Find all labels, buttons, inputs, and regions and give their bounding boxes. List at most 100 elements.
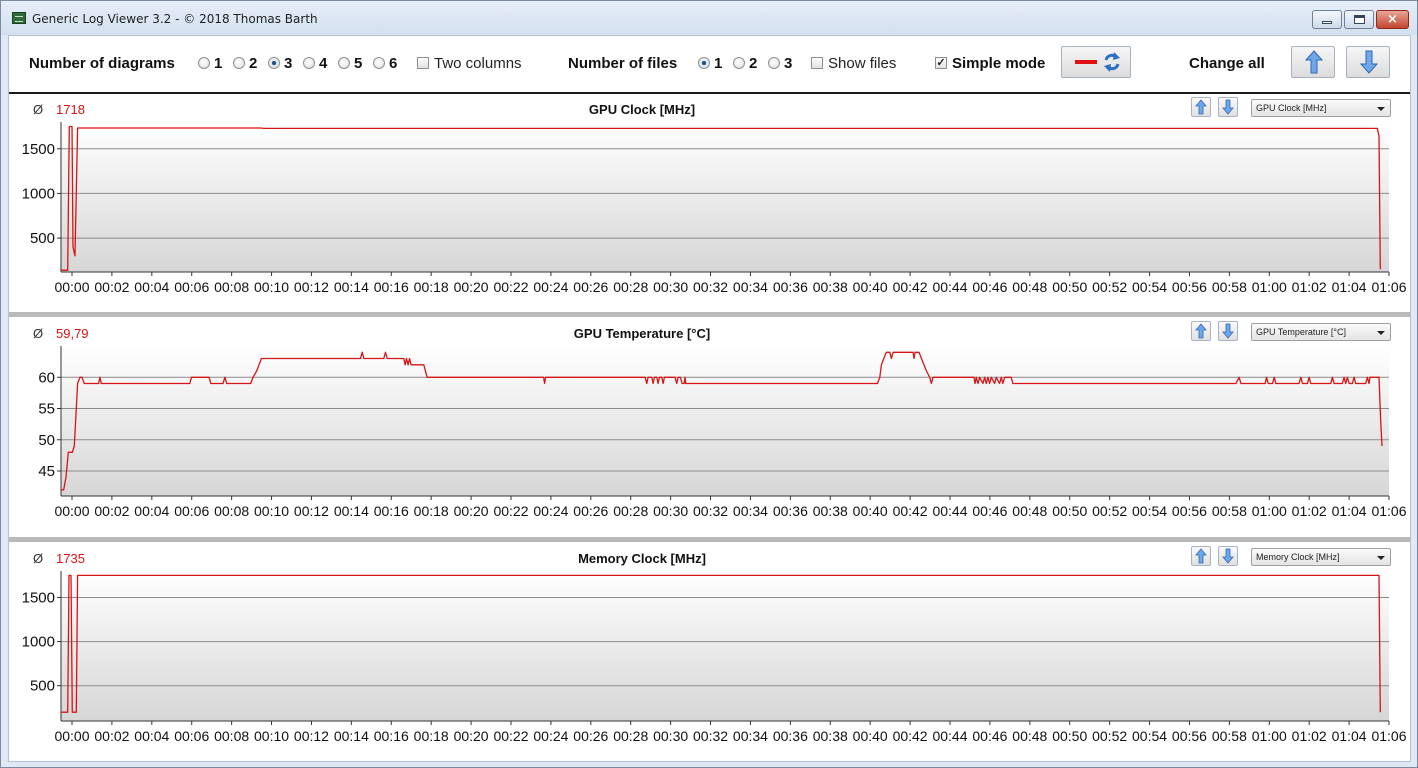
x-tick-label: 00:18 [414,503,449,519]
x-tick-label: 00:52 [1092,279,1127,295]
x-tick-label: 00:30 [653,503,688,519]
checkbox-label: Show files [828,55,897,72]
x-tick-label: 00:44 [932,503,967,519]
radio-button-selected-icon [698,57,710,69]
line-chart[interactable]: 45 50 55 60 00:00 00:02 00:04 00:06 00:08 00:10 00… [9,318,1410,536]
x-tick-label: 00:32 [693,279,728,295]
x-tick-label: 00:16 [374,503,409,519]
move-all-up-button[interactable] [1291,46,1335,78]
checkmark-icon: ✓ [935,57,947,69]
x-tick-label: 00:52 [1092,728,1127,744]
move-diagram-down-button[interactable] [1218,97,1238,117]
move-diagram-down-button[interactable] [1218,321,1238,341]
x-tick-label: 00:36 [773,503,808,519]
radio-label: 2 [749,55,758,72]
x-tick-label: 00:54 [1132,728,1167,744]
x-tick-label: 00:44 [932,279,967,295]
x-tick-label: 01:00 [1252,503,1287,519]
y-tick-label: 1000 [22,634,55,651]
x-tick-label: 00:28 [613,279,648,295]
x-tick-label: 00:30 [653,728,688,744]
chevron-down-icon [1377,556,1385,560]
x-tick-label: 00:30 [653,279,688,295]
x-tick-label: 00:14 [334,728,369,744]
sensor-dropdown[interactable]: Memory Clock [MHz] [1251,548,1391,566]
move-all-down-button[interactable] [1346,46,1390,78]
x-tick-label: 00:56 [1172,728,1207,744]
x-tick-label: 00:26 [573,728,608,744]
x-tick-label: 00:20 [454,279,489,295]
move-diagram-up-button[interactable] [1191,97,1211,117]
arrow-down-icon [1222,99,1234,115]
maximize-button[interactable] [1344,10,1374,29]
x-tick-label: 00:24 [533,503,568,519]
average-value: 1718 [56,102,85,117]
x-tick-label: 00:40 [853,503,888,519]
x-tick-label: 00:16 [374,279,409,295]
line-chart[interactable]: 500 1000 1500 00:00 00:02 00:04 00:06 00:08 00:1… [9,543,1410,761]
x-tick-label: 00:38 [813,279,848,295]
x-tick-label: 01:02 [1292,279,1327,295]
window-title: Generic Log Viewer 3.2 - © 2018 Thomas B… [32,12,318,26]
x-tick-label: 01:06 [1371,503,1406,519]
diagrams-label: Number of diagrams [29,55,175,72]
x-tick-label: 00:34 [733,503,768,519]
radio-button-icon [338,57,350,69]
move-diagram-down-button[interactable] [1218,546,1238,566]
plot-area [61,346,1389,496]
y-tick-label: 1500 [22,589,55,606]
x-tick-label: 00:50 [1052,728,1087,744]
diagram-panel-1: Ø 1718 GPU Clock [MHz] GPU Clock [MHz] 5… [9,94,1410,312]
y-tick-label: 500 [30,230,55,247]
diagram-title: GPU Clock [MHz] [588,102,696,117]
sensor-dropdown[interactable]: GPU Temperature [°C] [1251,323,1391,341]
y-tick-label: 1500 [22,141,55,158]
radio-label: 4 [319,55,328,72]
y-tick-label: 50 [38,432,55,449]
x-tick-label: 01:04 [1332,728,1367,744]
x-tick-label: 00:18 [414,279,449,295]
x-tick-label: 01:00 [1252,728,1287,744]
arrow-up-icon [1304,50,1324,74]
chevron-down-icon [1377,331,1385,335]
x-tick-label: 00:02 [94,728,129,744]
radio-button-icon [768,57,780,69]
move-diagram-up-button[interactable] [1191,546,1211,566]
x-tick-label: 00:40 [853,728,888,744]
line-chart[interactable]: 500 1000 1500 00:00 00:02 00:04 00:06 00:08 00:1… [9,94,1410,312]
x-tick-label: 00:22 [493,503,528,519]
x-tick-label: 00:42 [893,279,928,295]
x-tick-label: 00:22 [493,728,528,744]
x-tick-label: 00:52 [1092,503,1127,519]
y-tick-label: 60 [38,369,55,386]
y-tick-label: 500 [30,678,55,695]
x-tick-label: 00:08 [214,279,249,295]
checkbox-icon [417,57,429,69]
title-bar[interactable]: Generic Log Viewer 3.2 - © 2018 Thomas B… [1,1,1417,35]
x-tick-label: 00:58 [1212,728,1247,744]
x-tick-label: 00:06 [174,503,209,519]
x-tick-label: 00:06 [174,728,209,744]
close-button[interactable]: × [1376,10,1409,29]
x-tick-label: 00:00 [54,728,89,744]
arrow-up-icon [1195,99,1207,115]
minimize-button[interactable] [1312,10,1342,29]
x-tick-label: 00:26 [573,279,608,295]
plot-area [61,122,1389,272]
radio-button-icon [733,57,745,69]
x-tick-label: 00:14 [334,503,369,519]
x-tick-label: 00:28 [613,503,648,519]
x-tick-label: 00:08 [214,503,249,519]
x-tick-label: 00:54 [1132,503,1167,519]
x-tick-label: 00:12 [294,503,329,519]
x-tick-label: 00:10 [254,728,289,744]
sensor-dropdown[interactable]: GPU Clock [MHz] [1251,99,1391,117]
move-diagram-up-button[interactable] [1191,321,1211,341]
radio-button-icon [373,57,385,69]
diagram-title: Memory Clock [MHz] [578,551,706,566]
line-style-button[interactable] [1061,46,1131,78]
x-tick-label: 00:48 [1012,279,1047,295]
radio-label: 2 [249,55,258,72]
x-tick-label: 00:50 [1052,279,1087,295]
x-tick-label: 00:00 [54,503,89,519]
